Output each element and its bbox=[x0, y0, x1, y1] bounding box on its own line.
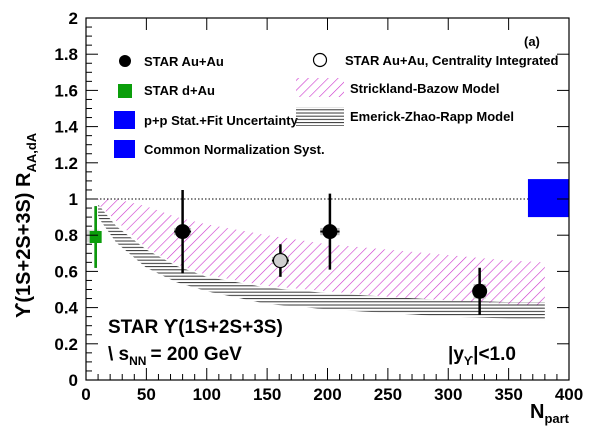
energy-sub: NN bbox=[129, 354, 146, 368]
x-tick-label: 100 bbox=[193, 385, 221, 404]
point-star-au-au-1 bbox=[320, 193, 340, 270]
legend-norm-marker bbox=[114, 140, 135, 158]
marker bbox=[89, 231, 102, 244]
rapidity-prefix: |y bbox=[448, 344, 464, 365]
legend-dau-label: STAR d+Au bbox=[144, 83, 215, 98]
energy-label: \ sNN = 200 GeV bbox=[108, 344, 242, 368]
legend-pp-marker bbox=[114, 111, 135, 129]
y-tick-label: 0.4 bbox=[54, 299, 78, 318]
model-bands bbox=[98, 199, 545, 321]
y-tick-label: 0.2 bbox=[54, 335, 78, 354]
x-tick-label: 150 bbox=[253, 385, 281, 404]
x-axis-title-sub: part bbox=[544, 411, 569, 426]
y-tick-label: 0.6 bbox=[54, 262, 78, 281]
legend-pp-label: p+p Stat.+Fit Uncertainty bbox=[144, 113, 299, 128]
x-tick-label: 350 bbox=[494, 385, 522, 404]
y-axis-title-sub: AA,dA bbox=[24, 132, 39, 172]
y-tick-label: 1 bbox=[69, 190, 78, 209]
legend-ezr-swatch bbox=[296, 107, 344, 126]
marker bbox=[472, 283, 488, 299]
panel-label: (a) bbox=[524, 34, 540, 49]
y-axis: 0 0.2 0.4 0.6 0.8 1 1.2 1.4 1.6 1.8 2 bbox=[54, 9, 569, 390]
y-tick-label: 1.8 bbox=[54, 45, 78, 64]
legend-sb-swatch bbox=[296, 78, 344, 97]
data-points bbox=[89, 189, 488, 315]
legend-auau-label: STAR Au+Au bbox=[144, 54, 224, 69]
rapidity-suffix: |<1.0 bbox=[473, 344, 516, 365]
x-tick-label: 400 bbox=[555, 385, 583, 404]
model-band-strickland-bazow bbox=[98, 199, 545, 306]
y-tick-label: 2 bbox=[69, 9, 78, 28]
x-tick-label: 200 bbox=[313, 385, 341, 404]
y-axis-title-main: ϒ(1S+2S+3S) R bbox=[13, 172, 35, 318]
y-tick-label: 1.2 bbox=[54, 154, 78, 173]
legend-ezr-label: Emerick-Zhao-Rapp Model bbox=[350, 109, 514, 124]
rapidity-label: |yϒ|<1.0 bbox=[448, 344, 516, 368]
y-tick-label: 1.4 bbox=[54, 118, 78, 137]
marker bbox=[272, 252, 289, 269]
model-band-emerick-zhao-rapp bbox=[98, 204, 545, 321]
legend-integrated-marker bbox=[312, 52, 328, 68]
energy-prefix: \ s bbox=[108, 344, 129, 365]
marker bbox=[175, 224, 191, 240]
point-star-d-au-0 bbox=[89, 206, 102, 268]
x-axis-title-main: N bbox=[530, 401, 544, 423]
y-axis-title: ϒ(1S+2S+3S) RAA,dA bbox=[13, 132, 39, 318]
y-tick-label: 1.6 bbox=[54, 81, 78, 100]
point-star-au-au-centrality-integrated-0 bbox=[271, 244, 289, 277]
rapidity-sub: ϒ bbox=[464, 354, 474, 368]
x-tick-label: 250 bbox=[374, 385, 402, 404]
x-tick-label: 300 bbox=[434, 385, 462, 404]
x-tick-label: 0 bbox=[81, 385, 90, 404]
legend-dau-marker bbox=[118, 84, 132, 98]
marker bbox=[322, 224, 338, 240]
y-tick-label: 0 bbox=[69, 371, 78, 390]
legend-auau-marker bbox=[119, 55, 131, 67]
x-axis-title: Npart bbox=[530, 401, 570, 426]
x-tick-label: 50 bbox=[137, 385, 156, 404]
legend: STAR Au+Au STAR d+Au p+p Stat.+Fit Uncer… bbox=[114, 52, 558, 158]
y-tick-label: 0.8 bbox=[54, 226, 78, 245]
legend-norm-label: Common Normalization Syst. bbox=[144, 142, 325, 157]
point-star-au-au-2 bbox=[472, 267, 488, 315]
normalization-syst-box bbox=[527, 179, 569, 218]
x-axis: 0 50 100 150 200 250 300 350 400 bbox=[81, 18, 583, 404]
experiment-label: STAR ϒ(1S+2S+3S) bbox=[108, 317, 283, 338]
energy-value: = 200 GeV bbox=[150, 344, 242, 365]
legend-integrated-label: STAR Au+Au, Centrality Integrated bbox=[345, 53, 558, 68]
legend-sb-label: Strickland-Bazow Model bbox=[350, 81, 500, 96]
point-star-au-au-0 bbox=[174, 189, 192, 274]
